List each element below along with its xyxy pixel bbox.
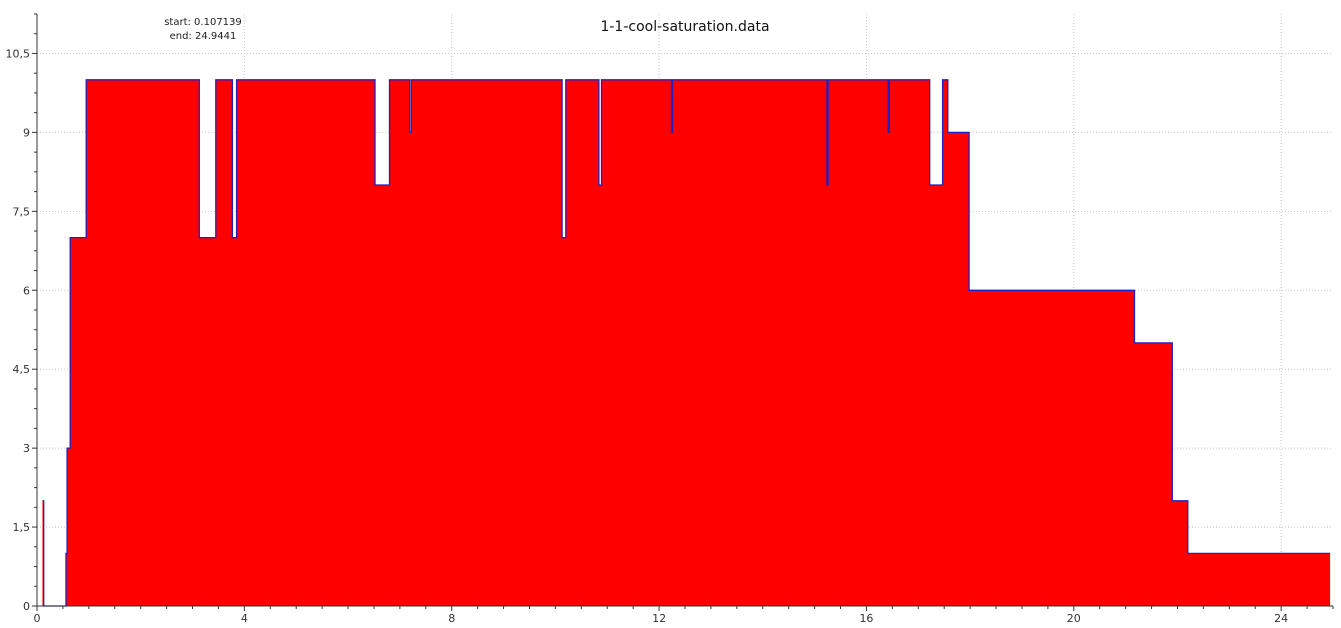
x-tick-label: 20 [1067, 612, 1081, 625]
range-start-label: start: 0.107139 [164, 17, 242, 28]
series-line [42, 79, 1331, 607]
y-tick-label: 6 [23, 284, 30, 297]
y-tick-label: 3 [23, 442, 30, 455]
y-tick-label: 10,5 [6, 47, 31, 60]
x-tick-label: 8 [448, 612, 455, 625]
y-tick-label: 7,5 [13, 205, 31, 218]
chart-title: 1-1-cool-saturation.data [600, 19, 769, 35]
y-tick-label: 9 [23, 126, 30, 139]
y-tick-label: 0 [23, 600, 30, 613]
x-tick-label: 12 [652, 612, 666, 625]
y-tick-label: 1,5 [13, 521, 31, 534]
series-fill [42, 79, 1331, 607]
x-tick-label: 24 [1274, 612, 1288, 625]
axes [32, 13, 1334, 611]
range-end-label: end: 24.9441 [170, 31, 237, 42]
x-tick-label: 0 [34, 612, 41, 625]
area-series [42, 79, 1331, 607]
tick-labels: 0 4 8 12 16 20 24 0 1,5 3 4,5 6 7,5 9 10,5 [6, 47, 1289, 625]
y-tick-label: 4,5 [13, 363, 31, 376]
x-tick-label: 4 [241, 612, 248, 625]
x-tick-label: 16 [859, 612, 873, 625]
